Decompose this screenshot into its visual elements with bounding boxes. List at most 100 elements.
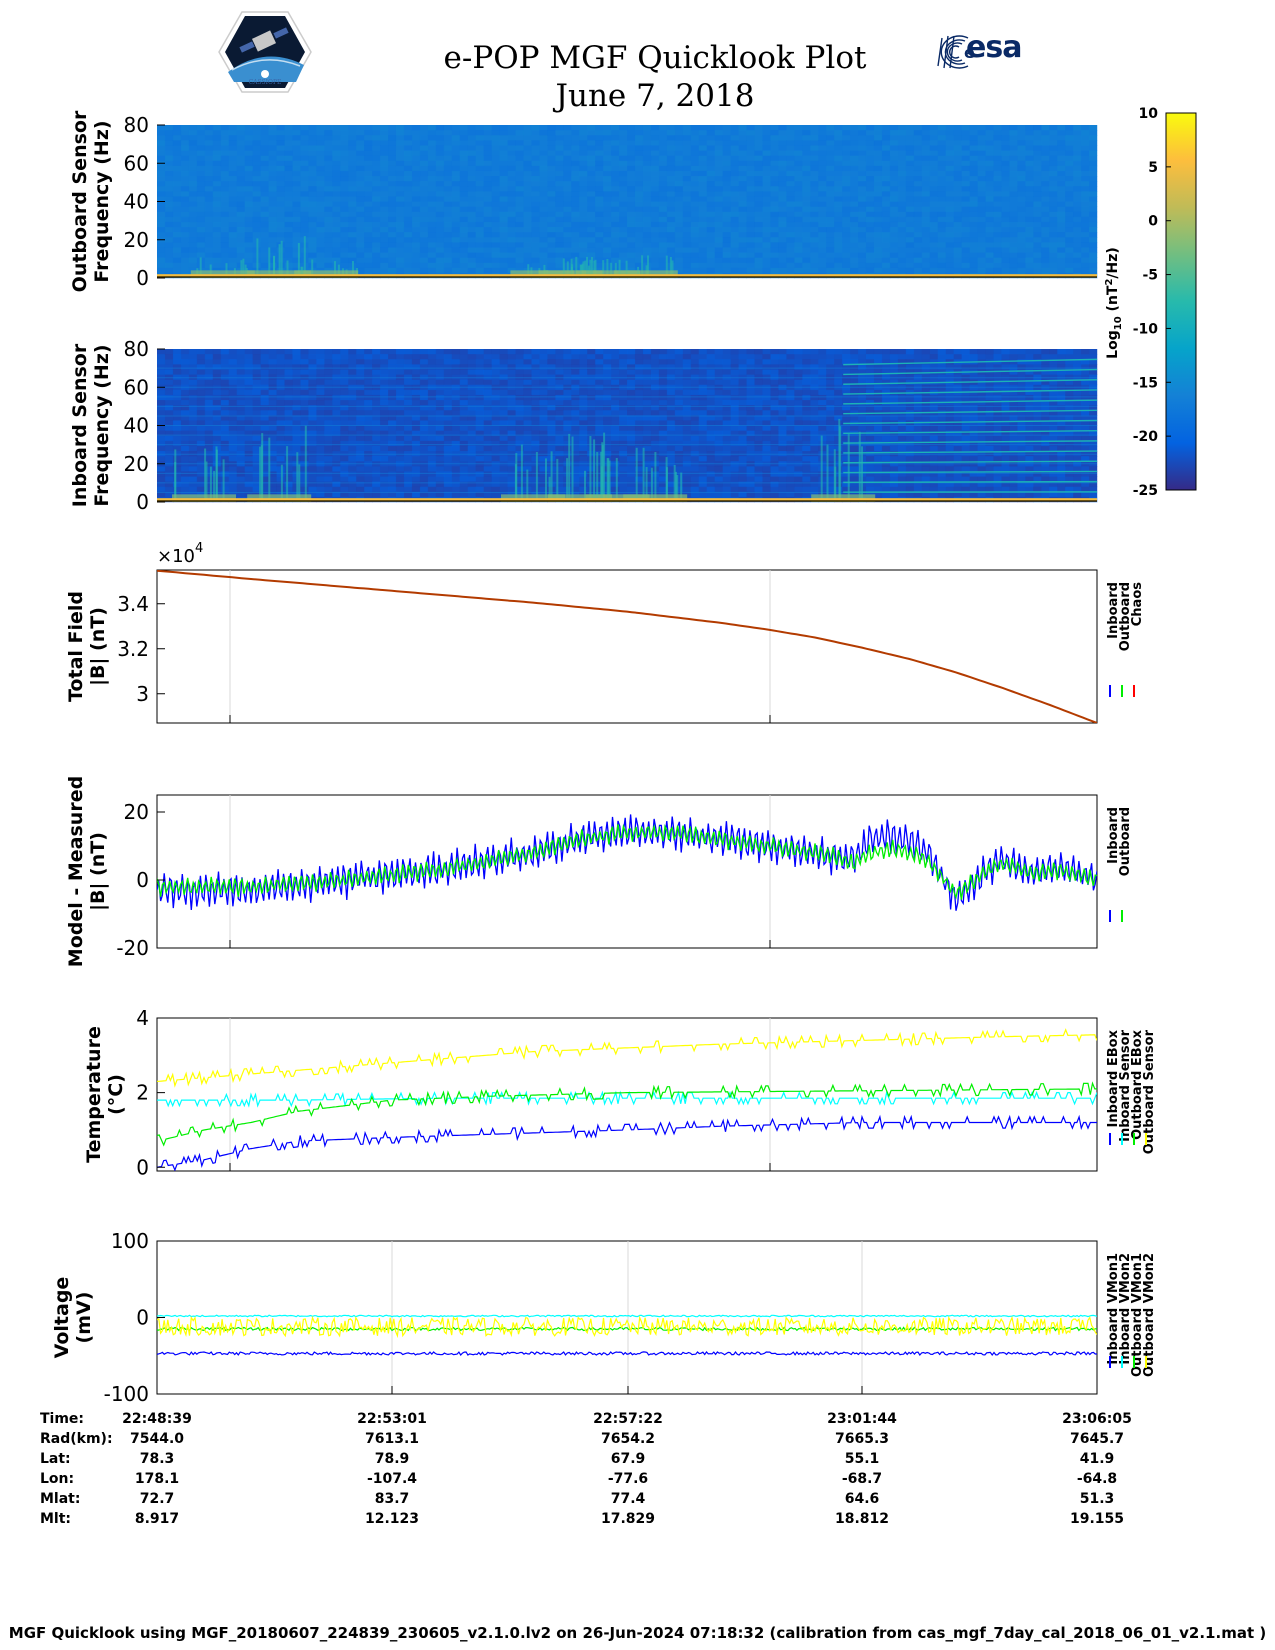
outboard-spectrogram-cell xyxy=(937,196,947,202)
outboard-spectrogram-cell xyxy=(316,227,325,233)
outboard-spectrogram-cell xyxy=(658,145,668,151)
outboard-spectrogram-cell xyxy=(642,242,652,248)
outboard-spectrogram-cell xyxy=(196,211,206,218)
outboard-spectrogram-cell xyxy=(802,165,811,172)
outboard-spectrogram-cell xyxy=(475,211,485,218)
outboard-spectrogram-cell xyxy=(1057,165,1066,172)
outboard-spectrogram-cell xyxy=(794,267,803,274)
outboard-spectrogram-cell xyxy=(1065,257,1074,264)
outboard-spectrogram-cell xyxy=(937,191,947,197)
outboard-spectrogram-cell xyxy=(164,232,174,238)
outboard-spectrogram-cell xyxy=(403,140,413,146)
outboard-spectrogram-cell xyxy=(810,160,819,167)
outboard-spectrogram-cell xyxy=(276,216,285,223)
inboard-spectrogram-cell xyxy=(236,369,246,375)
inboard-spectrogram-cell xyxy=(172,435,182,442)
outboard-spectrogram-cell xyxy=(826,155,835,162)
inboard-spectrogram-cell xyxy=(435,476,445,482)
outboard-spectrogram-cell xyxy=(411,135,421,141)
inboard-spectrogram-cell xyxy=(180,445,190,452)
outboard-spectrogram-cell xyxy=(1057,232,1066,238)
outboard-spectrogram-cell xyxy=(953,181,962,187)
outboard-spectrogram-cell xyxy=(212,252,222,258)
inboard-spectrogram-cell xyxy=(356,471,365,477)
outboard-spectrogram-cell xyxy=(858,262,867,269)
inboard-spectrogram-cell xyxy=(236,466,246,472)
outboard-spectrogram-cell xyxy=(794,252,803,258)
outboard-spectrogram-cell xyxy=(555,232,564,238)
outboard-spectrogram-cell xyxy=(523,125,532,131)
inboard-spectrogram-cell xyxy=(372,476,381,482)
inboard-spectrogram-cell xyxy=(332,440,341,447)
outboard-spectrogram-cell xyxy=(842,160,851,167)
outboard-spectrogram-cell xyxy=(985,267,994,274)
outboard-spectrogram-cell xyxy=(244,155,253,162)
outboard-spectrogram-cell xyxy=(507,170,516,177)
inboard-spectrogram-cell xyxy=(411,364,421,370)
inboard-spectrogram-cell xyxy=(204,420,214,426)
outboard-spectrogram-cell xyxy=(467,186,477,192)
inboard-spectrogram-cell xyxy=(204,405,214,411)
outboard-spectrogram-cell xyxy=(945,130,955,136)
outboard-spectrogram-cell xyxy=(754,216,763,223)
inboard-spectrogram-cell xyxy=(284,364,293,370)
outboard-spectrogram-cell xyxy=(690,165,700,172)
outboard-spectrogram-cell xyxy=(794,201,803,207)
outboard-spectrogram-cell xyxy=(969,155,978,162)
outboard-spectrogram-cell xyxy=(810,170,819,177)
outboard-spectrogram-cell xyxy=(395,206,405,213)
outboard-spectrogram-cell xyxy=(1033,196,1042,202)
inboard-spectrogram-cell xyxy=(292,445,301,452)
outboard-spectrogram-cell xyxy=(228,252,238,258)
outboard-spectrogram-cell xyxy=(372,150,381,156)
outboard-spectrogram-cell xyxy=(937,155,947,162)
outboard-spectrogram-cell xyxy=(579,216,588,223)
inboard-spectrogram-cell xyxy=(157,466,166,472)
inboard-spectrogram-cell xyxy=(236,364,246,370)
outboard-spectrogram-cell xyxy=(380,257,389,264)
outboard-spectrogram-cell xyxy=(563,221,572,228)
outboard-spectrogram-cell xyxy=(682,262,692,269)
outboard-spectrogram-cell xyxy=(563,191,572,197)
outboard-spectrogram-cell xyxy=(858,232,867,238)
outboard-spectrogram-cell xyxy=(380,196,389,202)
outboard-spectrogram-cell xyxy=(555,242,564,248)
outboard-spectrogram-cell xyxy=(324,206,333,213)
outboard-spectrogram-cell xyxy=(802,201,811,207)
inboard-spectrogram-cell xyxy=(451,435,461,442)
outboard-spectrogram-cell xyxy=(674,216,684,223)
outboard-spectrogram-cell xyxy=(1057,160,1066,167)
outboard-spectrogram-cell xyxy=(842,237,851,243)
outboard-spectrogram-cell xyxy=(1033,135,1042,141)
outboard-spectrogram-cell xyxy=(706,227,716,233)
outboard-spectrogram-cell xyxy=(1065,145,1074,151)
inboard-spectrogram-cell xyxy=(475,430,485,437)
outboard-spectrogram-cell xyxy=(188,155,198,162)
outboard-spectrogram-cell xyxy=(714,237,723,243)
inboard-spectrogram-cell xyxy=(395,405,405,411)
outboard-spectrogram-cell xyxy=(1065,125,1074,131)
outboard-spectrogram-cell xyxy=(611,140,620,146)
outboard-spectrogram-cell xyxy=(324,150,333,156)
outboard-spectrogram-cell xyxy=(220,135,230,141)
outboard-spectrogram-cell xyxy=(260,176,269,182)
inboard-spectrogram-cell xyxy=(284,440,293,447)
outboard-spectrogram-cell xyxy=(977,196,986,202)
outboard-spectrogram-cell xyxy=(842,135,851,141)
outboard-spectrogram-cell xyxy=(435,206,445,213)
outboard-spectrogram-cell xyxy=(180,211,190,218)
outboard-spectrogram-cell xyxy=(961,227,970,233)
outboard-spectrogram-cell xyxy=(547,216,556,223)
outboard-spectrogram-cell xyxy=(228,135,238,141)
inboard-spectrogram-cell xyxy=(411,476,421,482)
inboard-spectrogram-cell xyxy=(324,400,333,406)
outboard-spectrogram-cell xyxy=(372,201,381,207)
outboard-spectrogram-cell xyxy=(372,206,381,213)
outboard-spectrogram-cell xyxy=(985,191,994,197)
outboard-spectrogram-cell xyxy=(714,176,723,182)
outboard-spectrogram-cell xyxy=(913,262,923,269)
inboard-spectrogram-cell xyxy=(204,349,214,355)
outboard-spectrogram-cell xyxy=(937,221,947,228)
inboard-spectrogram-cell xyxy=(451,430,461,437)
outboard-spectrogram-cell xyxy=(252,181,261,187)
